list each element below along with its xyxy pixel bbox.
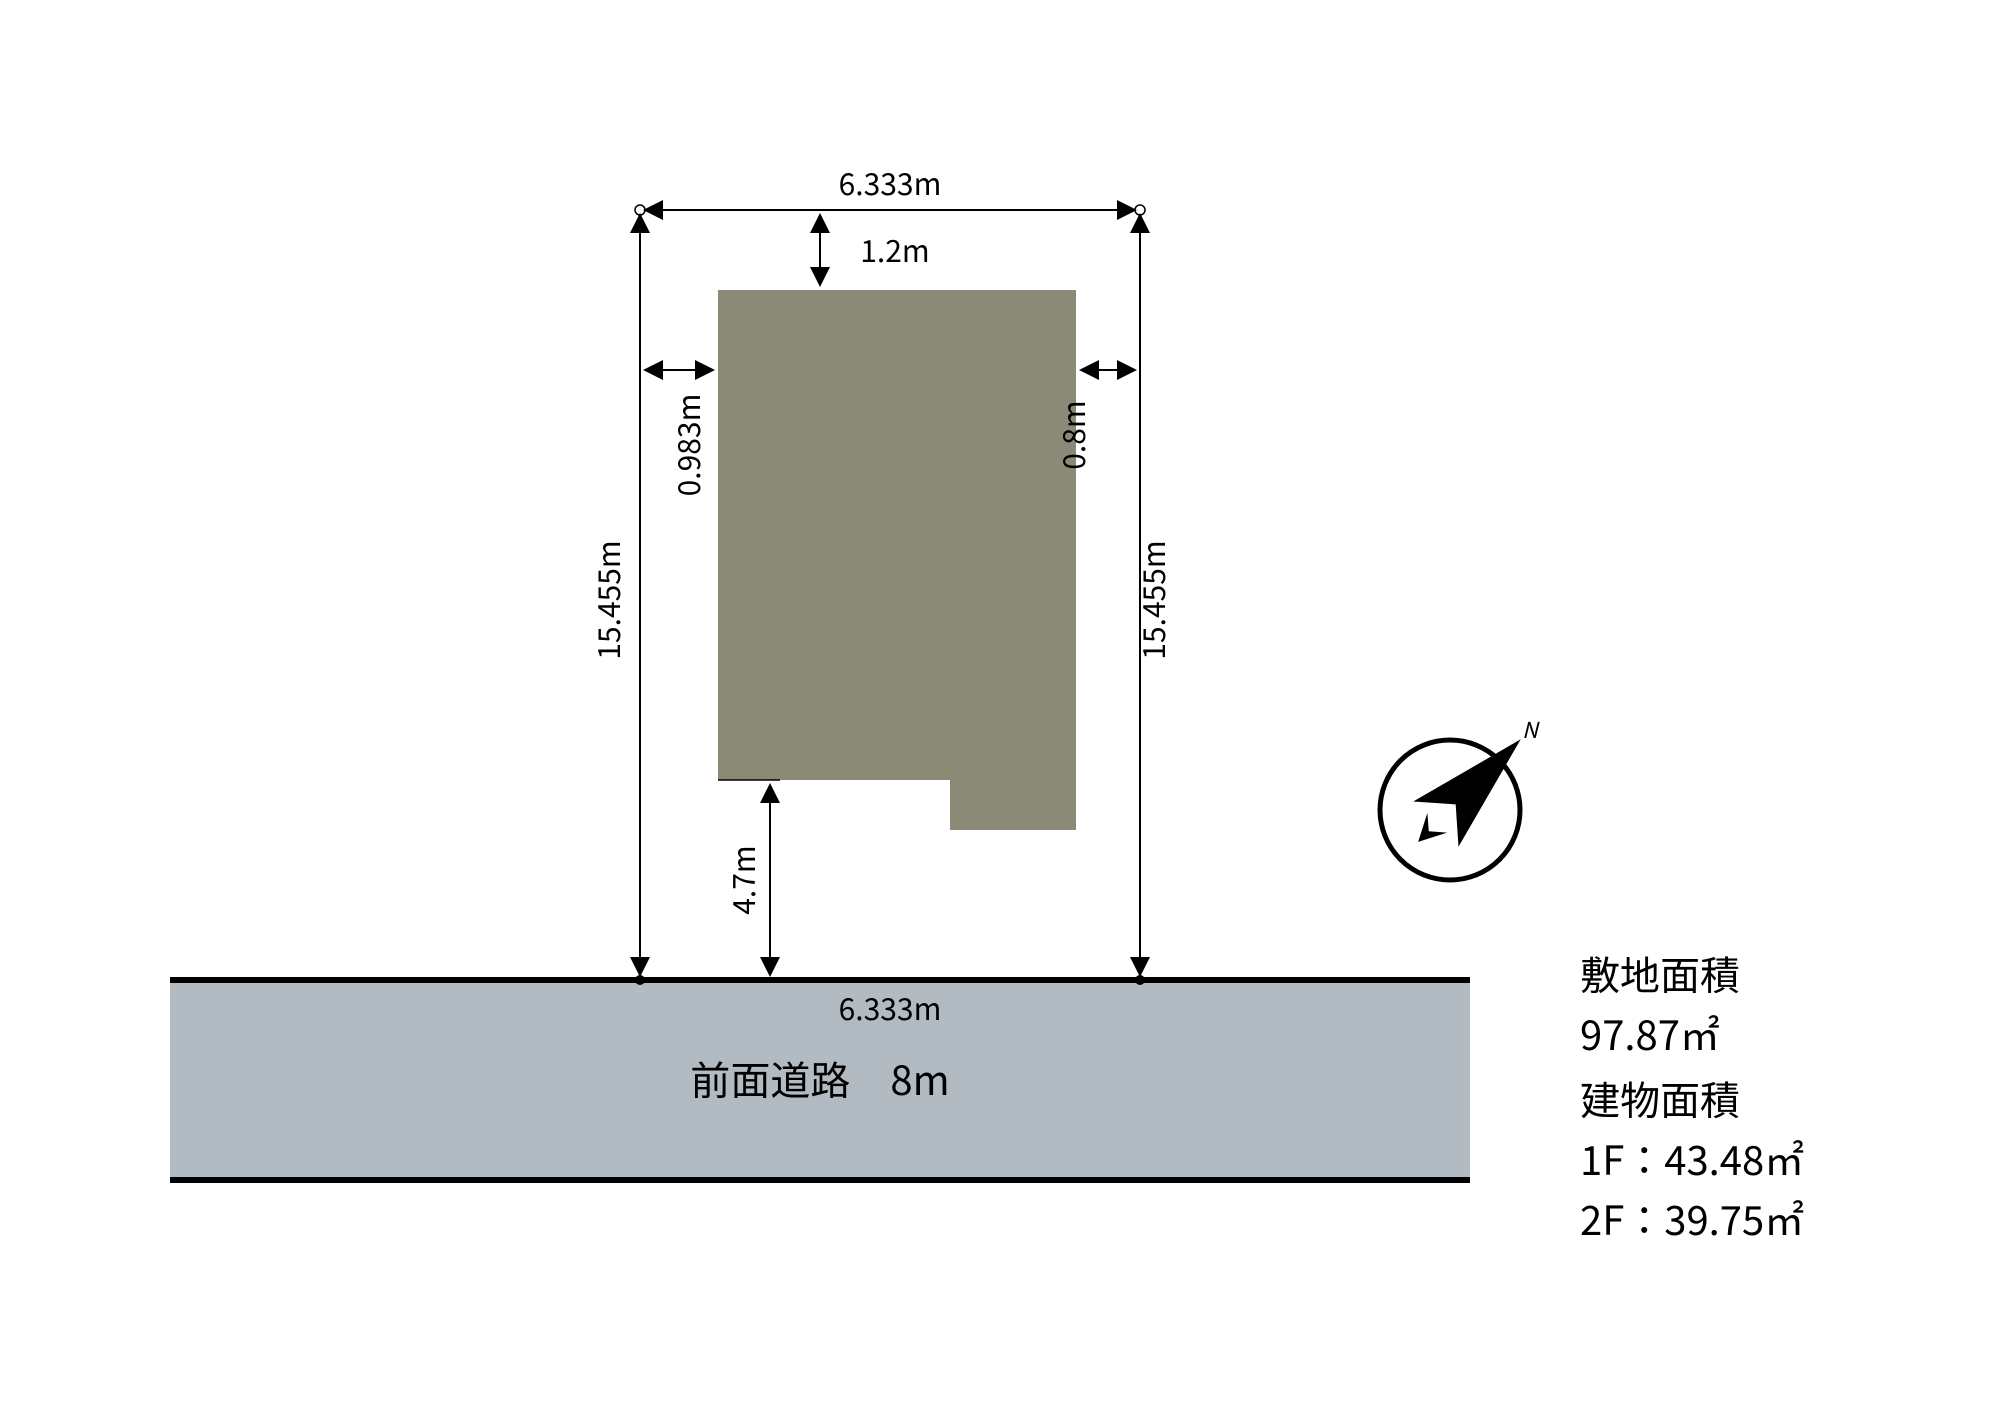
corner-tl: [635, 205, 645, 215]
dim-bottom-setback-label: 4.7m: [720, 845, 764, 914]
dim-right-height-label: 15.455m: [1130, 540, 1174, 659]
building-footprint: [718, 290, 1076, 830]
info-floor1: 1F：43.48㎡: [1580, 1129, 1804, 1187]
compass-icon: N: [1380, 713, 1543, 880]
info-floor2: 2F：39.75㎡: [1580, 1189, 1804, 1247]
dim-left-height-label: 15.455m: [585, 540, 629, 659]
dim-top-setback-label: 1.2m: [860, 227, 929, 271]
corner-tr: [1135, 205, 1145, 215]
info-building-area-label: 建物面積: [1580, 1069, 1740, 1127]
road-label: 前面道路 8m: [690, 1049, 949, 1107]
info-site-area-label: 敷地面積: [1580, 944, 1740, 1002]
dim-top-width-label: 6.333m: [839, 160, 942, 204]
dim-right-setback-label: 0.8m: [1050, 400, 1094, 469]
info-block: 敷地面積 97.87㎡ 建物面積 1F：43.48㎡ 2F：39.75㎡: [1580, 944, 1804, 1247]
site-plan-svg: 前面道路 8m 6.333m 1.2m 15.455m 15.455m 0.98…: [0, 0, 2000, 1415]
dim-left-setback-label: 0.983m: [665, 394, 709, 497]
svg-text:N: N: [1522, 713, 1540, 745]
corner-br: [1135, 975, 1145, 985]
info-site-area-value: 97.87㎡: [1580, 1004, 1720, 1062]
dim-bottom-width-label: 6.333m: [839, 985, 942, 1029]
corner-bl: [635, 975, 645, 985]
